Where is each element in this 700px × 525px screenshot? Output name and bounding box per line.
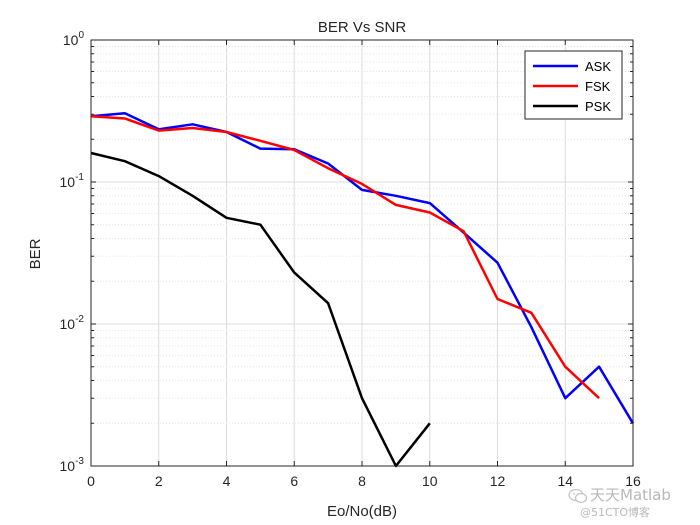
y-tick-label-base: 10 bbox=[60, 316, 76, 332]
series-group bbox=[90, 111, 635, 468]
x-tick-label: 16 bbox=[625, 473, 641, 489]
y-tick-label: 10-1 bbox=[60, 172, 85, 190]
watermark: 天天Matlab @51CTO博客 bbox=[568, 482, 696, 522]
x-tick-label: 10 bbox=[422, 473, 438, 489]
x-axis-label: Eo/No(dB) bbox=[327, 503, 397, 520]
legend-label-ask: ASK bbox=[585, 59, 611, 74]
y-tick-label-exponent: -1 bbox=[75, 172, 84, 183]
watermark-source: @51CTO博客 bbox=[580, 506, 651, 519]
legend-label-psk: PSK bbox=[585, 99, 611, 114]
series-line-psk bbox=[90, 151, 431, 468]
y-tick-label: 10-3 bbox=[60, 456, 85, 474]
legend-label-fsk: FSK bbox=[585, 79, 611, 94]
ticks bbox=[90, 39, 634, 467]
y-tick-label-base: 10 bbox=[60, 458, 76, 474]
x-tick-label: 4 bbox=[223, 473, 231, 489]
y-tick-label-base: 10 bbox=[63, 32, 79, 48]
x-tick-label: 2 bbox=[155, 473, 163, 489]
y-tick-label-exponent: -2 bbox=[75, 314, 84, 325]
y-tick-label: 10-2 bbox=[60, 314, 85, 332]
x-tick-label: 12 bbox=[490, 473, 506, 489]
y-tick-label: 100 bbox=[63, 30, 85, 48]
grid bbox=[91, 40, 633, 466]
y-tick-label-base: 10 bbox=[60, 174, 76, 190]
wechat-logo-icon bbox=[568, 488, 588, 504]
series-line-fsk bbox=[90, 115, 600, 400]
x-tick-label: 0 bbox=[87, 473, 95, 489]
watermark-name: 天天Matlab bbox=[590, 486, 671, 504]
y-tick-label-exponent: 0 bbox=[78, 30, 84, 41]
y-tick-label-exponent: -3 bbox=[75, 456, 84, 467]
series-line-ask bbox=[90, 111, 635, 424]
y-axis-label: BER bbox=[27, 238, 44, 269]
legend: ASK FSK PSK bbox=[524, 50, 623, 120]
x-tick-label: 8 bbox=[358, 473, 366, 489]
chart-title: BER Vs SNR bbox=[318, 19, 407, 36]
x-tick-label: 14 bbox=[557, 473, 573, 489]
x-tick-label: 6 bbox=[290, 473, 298, 489]
